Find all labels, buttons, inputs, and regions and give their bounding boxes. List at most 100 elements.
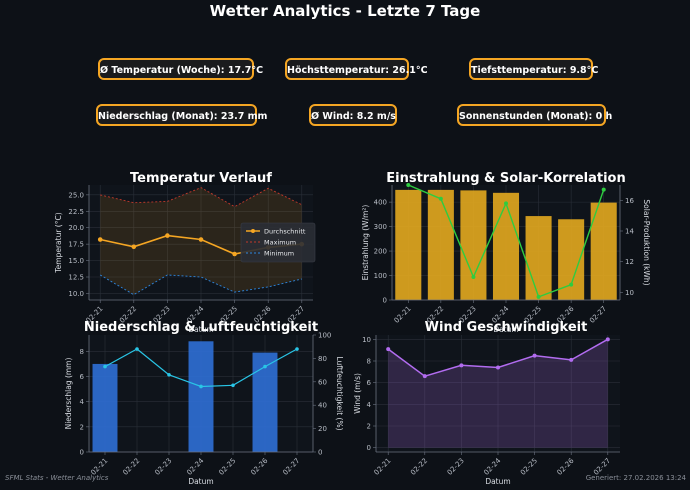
y-tick-label: 6 xyxy=(80,373,85,381)
y-tick-label: 400 xyxy=(374,199,387,207)
y-tick-label: 17.5 xyxy=(68,241,84,249)
y-tick-label: 6 xyxy=(367,379,372,387)
precipitation-bar xyxy=(188,341,214,452)
stat-sun-hours: Sonnenstunden (Monat): 0 h xyxy=(457,104,612,126)
y-tick-label: 300 xyxy=(374,223,387,231)
y-axis-label: Temperatur (°C) xyxy=(54,212,63,273)
stat-precipitation: Niederschlag (Monat): 23.7 mm xyxy=(96,104,267,126)
irradiance-bar xyxy=(590,202,617,300)
x-tick-label: 02-25 xyxy=(217,457,237,477)
y2-tick-label: 16 xyxy=(625,197,634,205)
y-tick-label: 10.0 xyxy=(68,290,84,298)
average-point xyxy=(198,237,204,242)
humidity-point xyxy=(103,364,107,369)
humidity-point xyxy=(199,384,203,389)
y-tick-label: 200 xyxy=(374,248,387,256)
y-tick-label: 0 xyxy=(383,297,387,305)
chart-title: Temperatur Verlauf xyxy=(130,171,272,186)
humidity-point xyxy=(135,347,139,351)
wind-point xyxy=(569,357,574,362)
y-tick-label: 12.5 xyxy=(68,274,84,282)
x-tick-label: 02-23 xyxy=(153,457,173,477)
y-tick-label: 8 xyxy=(367,358,371,366)
wind-point xyxy=(386,347,391,352)
wind-point xyxy=(496,365,500,370)
chart-title: Einstrahlung & Solar-Korrelation xyxy=(386,171,625,186)
average-point xyxy=(97,237,103,242)
x-tick-label: 02-27 xyxy=(588,305,608,325)
average-point xyxy=(232,251,237,257)
precipitation-bar xyxy=(252,352,278,452)
x-tick-label: 02-21 xyxy=(393,305,413,325)
stat-avg-wind: Ø Wind: 8.2 m/s xyxy=(309,104,397,126)
y2-tick-label: 12 xyxy=(625,258,634,266)
y2-tick-label: 40 xyxy=(318,402,327,410)
legend-label: Maximum xyxy=(264,239,296,247)
y2-tick-label: 0 xyxy=(318,449,322,457)
x-tick-label: 02-26 xyxy=(249,456,269,476)
footer-timestamp: Generiert: 27.02.2026 13:24 xyxy=(585,474,686,482)
wind-point xyxy=(459,363,464,368)
x-axis-label: Datum xyxy=(188,477,213,486)
y-axis-label: Einstrahlung (W/m²) xyxy=(361,205,370,281)
chart-title: Wind Geschwindigkeit xyxy=(425,320,588,335)
humidity-point xyxy=(263,364,267,369)
y-tick-label: 100 xyxy=(374,272,387,280)
chart-title: Niederschlag & Luftfeuchtigkeit xyxy=(84,320,318,335)
y-axis-label: Wind (m/s) xyxy=(353,373,362,414)
x-tick-label: 02-22 xyxy=(409,457,429,477)
y2-tick-label: 60 xyxy=(318,378,327,386)
solar-point xyxy=(406,183,411,187)
y2-tick-label: 100 xyxy=(318,332,331,340)
stat-avg-temp: Ø Temperatur (Woche): 17.7°C xyxy=(98,58,263,80)
wind-point xyxy=(532,353,537,358)
solar-point xyxy=(601,187,606,192)
solar-point xyxy=(569,282,574,287)
legend-box xyxy=(240,222,316,263)
solar-point xyxy=(471,275,476,279)
y-tick-label: 25.0 xyxy=(68,191,84,199)
y-tick-label: 2 xyxy=(367,423,371,431)
irradiance-bar xyxy=(395,189,422,300)
average-point xyxy=(131,244,137,250)
irradiance-bar xyxy=(460,190,487,300)
y2-tick-label: 14 xyxy=(625,228,634,236)
y-tick-label: 10 xyxy=(362,336,371,344)
y-tick-label: 20.0 xyxy=(68,224,84,232)
y-tick-label: 4 xyxy=(80,398,85,406)
precipitation-bar xyxy=(92,363,118,452)
irradiance-bar xyxy=(427,189,454,300)
stat-max-temp: Höchsttemperatur: 26.1°C xyxy=(285,58,428,80)
legend-label: Durchschnitt xyxy=(264,228,306,236)
series-maximum-line xyxy=(100,187,302,208)
x-tick-label: 02-21 xyxy=(373,457,393,477)
x-tick-label: 02-24 xyxy=(185,456,205,476)
humidity-point xyxy=(167,372,171,377)
y-tick-label: 2 xyxy=(80,423,84,431)
solar-point xyxy=(536,294,541,299)
y2-tick-label: 10 xyxy=(625,289,634,297)
legend-label: Minimum xyxy=(264,250,294,258)
y2-tick-label: 20 xyxy=(318,425,327,433)
wind-area xyxy=(388,339,608,448)
solar-point xyxy=(438,196,443,201)
page-title: Wetter Analytics - Letzte 7 Tage xyxy=(209,2,481,20)
y-axis-label: Niederschlag (mm) xyxy=(64,358,73,430)
irradiance-bar xyxy=(525,216,552,300)
y-tick-label: 0 xyxy=(367,444,371,452)
x-tick-label: 02-27 xyxy=(281,457,301,477)
y2-tick-label: 80 xyxy=(318,355,327,363)
y-tick-label: 15.0 xyxy=(68,257,84,265)
footer-source: SFML Stats - Wetter Analytics xyxy=(5,474,109,482)
x-axis-label: Datum xyxy=(493,325,518,334)
wind-point xyxy=(422,374,427,379)
x-tick-label: 02-26 xyxy=(556,456,576,476)
humidity-point xyxy=(231,383,235,388)
y-tick-label: 0 xyxy=(80,449,84,457)
wind-point xyxy=(605,337,610,342)
legend-marker xyxy=(251,229,255,233)
y-tick-label: 22.5 xyxy=(68,208,84,216)
x-tick-label: 02-25 xyxy=(519,457,539,477)
y-tick-label: 4 xyxy=(367,401,372,409)
